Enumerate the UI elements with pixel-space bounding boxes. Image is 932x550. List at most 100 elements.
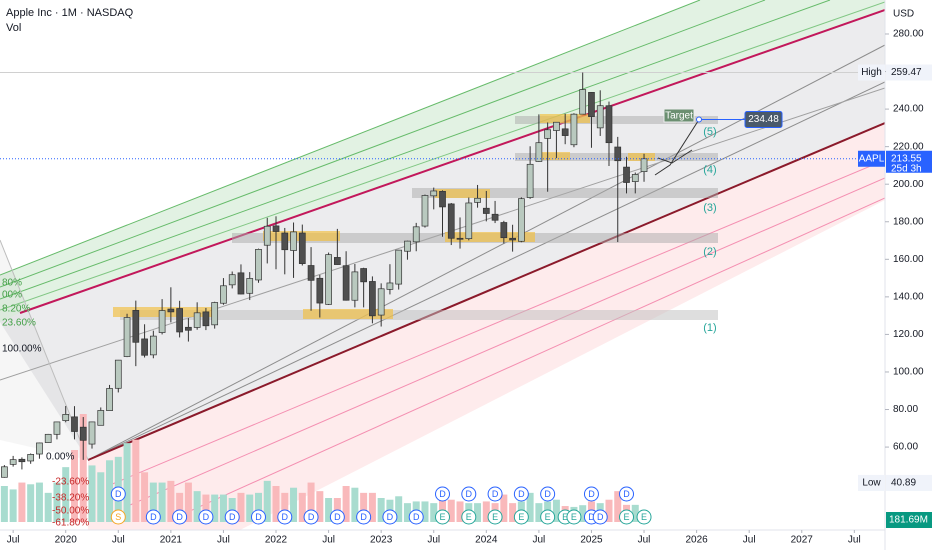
event-marker — [110, 509, 126, 525]
low-value: 40.89 — [891, 478, 916, 489]
low-box — [886, 474, 932, 491]
volume-bar — [263, 480, 271, 522]
event-marker — [250, 509, 266, 525]
candle-body — [158, 310, 166, 333]
event-marker — [487, 486, 503, 502]
event-label: D — [439, 489, 446, 499]
y-tick-label: 140.00 — [893, 292, 924, 303]
wave-label: (2) — [703, 246, 716, 258]
wave-label: (4) — [703, 164, 716, 176]
volume-bar — [35, 482, 43, 522]
event-marker — [356, 509, 372, 525]
x-tick-label: Jul — [532, 535, 545, 546]
volume-bar — [193, 491, 201, 522]
volume-bar — [447, 499, 455, 522]
wave-label: (5) — [703, 126, 716, 138]
candle-body — [404, 240, 411, 252]
fib-line — [0, 0, 701, 276]
support-zone — [515, 116, 718, 124]
price-axis-bg — [885, 0, 932, 550]
fib-label: -61.80% — [52, 518, 89, 529]
fib-label: -23.60% — [52, 477, 89, 488]
volume-bar — [176, 492, 184, 522]
candle-body — [342, 265, 350, 301]
candle-body — [44, 433, 52, 443]
candle-body — [114, 359, 122, 389]
volume-bar — [254, 492, 262, 522]
volume-bar — [421, 501, 429, 522]
fib-label: 80% — [2, 278, 22, 289]
candle-body — [237, 272, 245, 295]
event-label: D — [360, 512, 367, 522]
candle-body — [447, 203, 455, 239]
event-marker — [408, 509, 424, 525]
volume-bar — [123, 443, 131, 522]
event-marker — [303, 509, 319, 525]
volume-bar — [79, 414, 87, 522]
event-label: D — [150, 512, 157, 522]
fib-line — [169, 197, 885, 521]
subtitle: Vol — [6, 22, 21, 34]
event-marker — [592, 509, 608, 525]
candle-body — [377, 288, 385, 316]
volume-bar — [167, 480, 175, 522]
volume-bar — [70, 450, 78, 522]
candle-body — [220, 285, 227, 304]
candle-body — [474, 197, 481, 203]
event-marker — [513, 509, 529, 525]
volume-bar — [298, 492, 306, 522]
event-marker — [224, 509, 240, 525]
wave-label: (3) — [703, 202, 716, 214]
y-tick-label: 160.00 — [893, 254, 924, 265]
event-marker — [145, 509, 161, 525]
volume-bar — [219, 494, 227, 522]
candle-body — [71, 416, 78, 432]
volume-bar — [474, 503, 482, 522]
event-label: E — [492, 512, 498, 522]
fib-label: -38.20% — [52, 493, 89, 504]
y-tick-label: 100.00 — [893, 367, 924, 378]
lower-channel-line — [87, 122, 885, 461]
y-tick-label: 200.00 — [893, 179, 924, 190]
volume-bar — [342, 486, 350, 522]
volume-bar — [614, 491, 622, 522]
volume-bar — [360, 492, 368, 522]
last-extra: 25d 3h — [891, 163, 922, 174]
event-marker — [487, 509, 503, 525]
event-label: E — [518, 512, 524, 522]
x-tick-label: Jul — [638, 535, 651, 546]
candle-body — [193, 312, 201, 328]
volume-bar — [500, 494, 508, 522]
event-label: D — [466, 489, 473, 499]
volume-bar — [281, 492, 289, 522]
projection-arrow — [657, 149, 693, 164]
event-marker — [435, 509, 450, 525]
candle-body — [500, 222, 508, 239]
candle-body — [430, 190, 438, 197]
volume-bar — [482, 501, 490, 522]
volume-bar — [307, 482, 315, 522]
highlight — [540, 152, 570, 160]
candle-body — [132, 310, 140, 343]
candle-body — [561, 128, 569, 136]
fib-label: 100.00% — [2, 344, 42, 355]
event-label: E — [641, 512, 647, 522]
x-tick-label: 2027 — [791, 535, 814, 546]
candle-body — [272, 225, 280, 232]
y-tick-label: 240.00 — [893, 104, 924, 115]
volume-bar — [18, 482, 26, 522]
x-tick-label: Jul — [322, 535, 335, 546]
last-value: 213.55 — [891, 153, 922, 164]
x-tick-label: 2024 — [475, 535, 498, 546]
y-tick-label: 280.00 — [893, 29, 924, 40]
candle-body — [579, 89, 587, 115]
x-tick-label: 2022 — [265, 535, 288, 546]
last-box — [886, 150, 932, 173]
y-tick-label: 80.00 — [893, 404, 918, 415]
candle-body — [588, 92, 595, 117]
event-marker — [435, 486, 450, 502]
event-label: D — [255, 512, 262, 522]
candle-body — [290, 231, 297, 251]
candle-body — [325, 254, 332, 305]
volume-bar — [246, 494, 254, 522]
